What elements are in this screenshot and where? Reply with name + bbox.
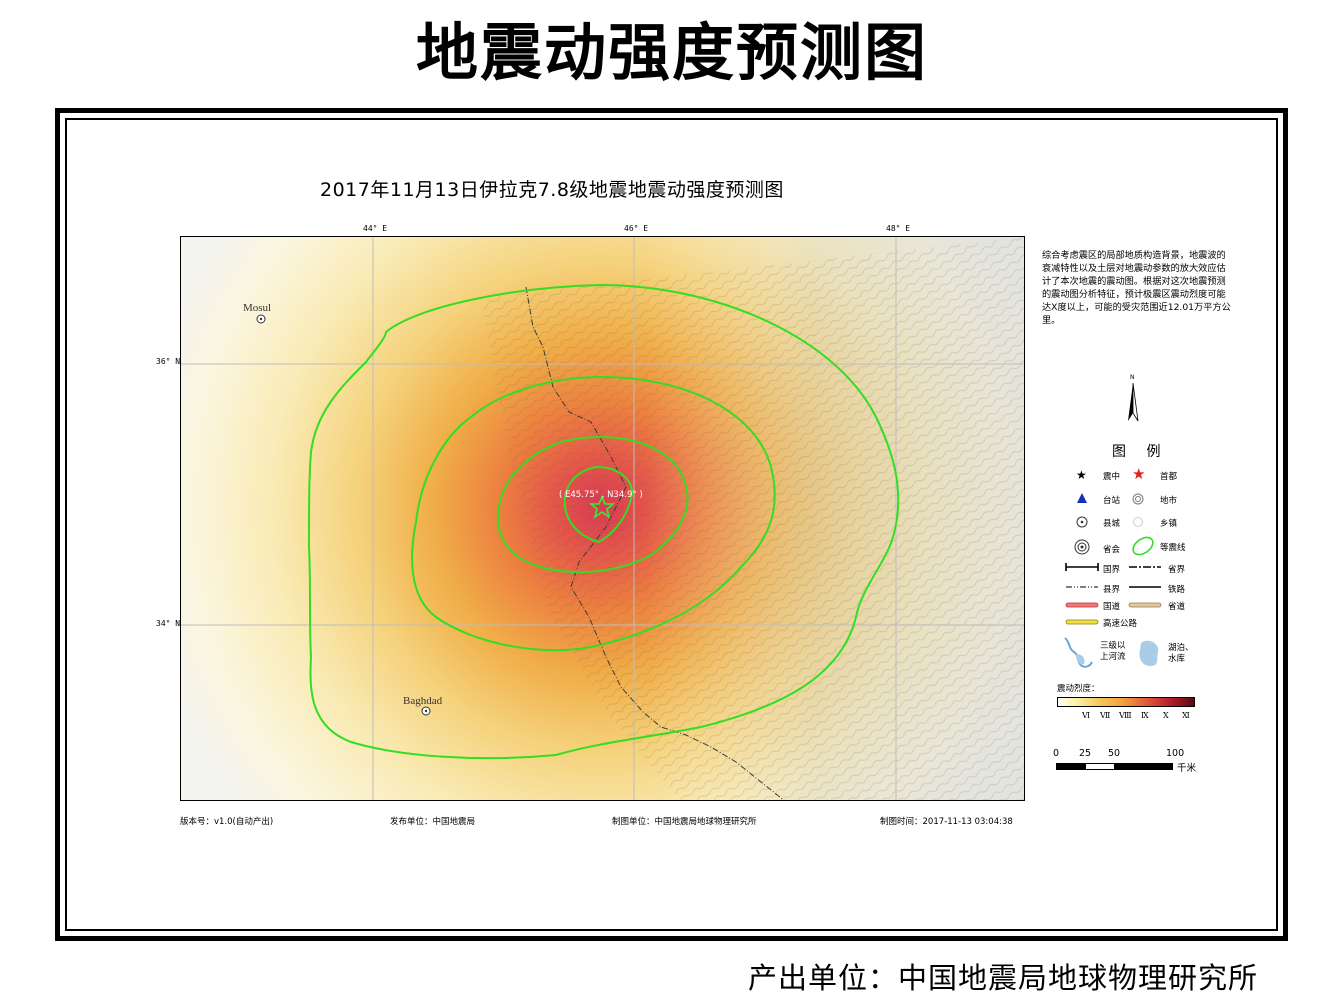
city-label-mosul: Mosul: [243, 302, 271, 314]
intensity-caption: 震动烈度：: [1057, 684, 1100, 694]
city-baghdad[interactable]: Baghdad: [403, 695, 443, 716]
isoseismal-core: [563, 465, 633, 544]
provincial-road-icon: [1128, 602, 1162, 608]
legend-railway: 铁路: [1168, 585, 1186, 595]
isoseismal-lines: [307, 283, 900, 760]
lon-label-46: 46° E: [624, 224, 649, 233]
county-border-icon: [1066, 586, 1098, 588]
svg-text:N: N: [1130, 374, 1135, 381]
intensity-level-10: Ⅹ: [1163, 711, 1169, 720]
footer-maker: 制图单位：中国地震局地球物理研究所: [612, 817, 757, 827]
city-label-baghdad: Baghdad: [403, 695, 443, 707]
map-canvas: Mosul Baghdad ( E45.75° , N34.9° ): [181, 237, 1024, 800]
legend-provincial-road: 省道: [1168, 602, 1186, 612]
scale-tick-50: 50: [1108, 748, 1121, 759]
isoseismal-outer: [307, 283, 900, 760]
expressway-icon: [1065, 619, 1099, 625]
north-arrow-icon: N: [1128, 374, 1139, 422]
intensity-map[interactable]: Mosul Baghdad ( E45.75° , N34.9° ): [180, 236, 1025, 801]
legend-lake: 湖泊、水库: [1168, 643, 1194, 664]
provincial-border-icon: [1129, 566, 1161, 568]
footer-publisher: 发布单位：中国地震局: [390, 817, 476, 827]
footer-time: 制图时间：2017-11-13 03:04:38: [880, 817, 1013, 827]
river-icon: [1064, 637, 1093, 668]
footer-version: 版本号：v1.0(自动产出): [180, 817, 274, 827]
intensity-level-9: Ⅸ: [1141, 711, 1149, 720]
township-icon: [1133, 517, 1143, 527]
intensity-color-ramp: [1057, 697, 1195, 707]
legend-national-border: 国界: [1103, 565, 1121, 575]
epicenter-coordinates: ( E45.75° , N34.9° ): [559, 490, 643, 500]
lon-label-48: 48° E: [886, 224, 911, 233]
isoseismal-inner: [496, 435, 689, 574]
legend-provincial-border: 省界: [1168, 565, 1186, 575]
main-title: 地震动强度预测图: [415, 16, 928, 89]
map-subtitle: 2017年11月13日伊拉克7.8级地震地震动强度预测图: [320, 179, 784, 201]
isoseismal-legend-icon: [1132, 536, 1154, 556]
legend-national-road: 国道: [1103, 602, 1121, 612]
scale-bar: [1056, 763, 1173, 770]
lat-label-36: 36° N: [156, 357, 181, 366]
scale-tick-25: 25: [1079, 748, 1092, 759]
epicenter-star-icon: [588, 494, 616, 519]
lat-label-34: 34° N: [156, 619, 181, 628]
graticule: [181, 237, 1024, 800]
legend-station: 台站: [1103, 496, 1121, 506]
city-mosul[interactable]: Mosul: [243, 302, 271, 324]
outer-frame: [55, 108, 1288, 941]
capital-star-icon: ★: [1132, 465, 1146, 483]
railway-icon: [1129, 586, 1161, 588]
scale-tick-0: 0: [1053, 748, 1060, 759]
legend-provincial-capital: 省会: [1103, 545, 1121, 555]
legend-county-border: 县界: [1103, 585, 1121, 595]
station-triangle-icon: [1077, 493, 1087, 503]
producer-credit: 产出单位：中国地震局地球物理研究所: [748, 961, 1259, 995]
epicenter-marker[interactable]: ( E45.75° , N34.9° ): [559, 490, 643, 519]
legend-isoseismal: 等震线: [1160, 543, 1186, 553]
national-border-icon: [1065, 563, 1099, 571]
epicenter-legend-icon: ★: [1076, 468, 1087, 482]
legend-county-town: 县城: [1103, 519, 1121, 529]
intensity-level-8: Ⅷ: [1119, 711, 1132, 720]
legend-expressway: 高速公路: [1103, 619, 1138, 629]
intensity-level-7: Ⅶ: [1100, 711, 1111, 720]
legend-prefecture-city: 地市: [1160, 496, 1178, 506]
map-description: 综合考虑震区的局部地质构造背景，地震波的衰减特性以及土层对地震动参数的放大效应估…: [1042, 250, 1231, 326]
intensity-level-11: Ⅺ: [1182, 711, 1190, 720]
legend-township: 乡镇: [1160, 519, 1178, 529]
prefecture-city-icon: [1132, 493, 1144, 505]
national-road-icon: [1065, 602, 1099, 608]
lake-icon: [1139, 640, 1159, 666]
provincial-capital-icon: [1074, 539, 1090, 555]
national-border-line: [525, 286, 785, 800]
intensity-level-6: Ⅵ: [1082, 711, 1091, 720]
scale-unit: 千米: [1177, 763, 1197, 774]
scale-tick-100: 100: [1166, 748, 1185, 759]
legend-title: 图 例: [1112, 444, 1169, 460]
legend-river: 三级以上河流: [1100, 641, 1126, 662]
legend-epicenter: 震中: [1103, 472, 1121, 482]
inner-frame: [65, 118, 1278, 931]
county-town-icon: [1076, 516, 1088, 528]
lon-label-44: 44° E: [363, 224, 388, 233]
isoseismal-middle: [411, 375, 776, 652]
legend-capital: 首都: [1160, 472, 1178, 482]
